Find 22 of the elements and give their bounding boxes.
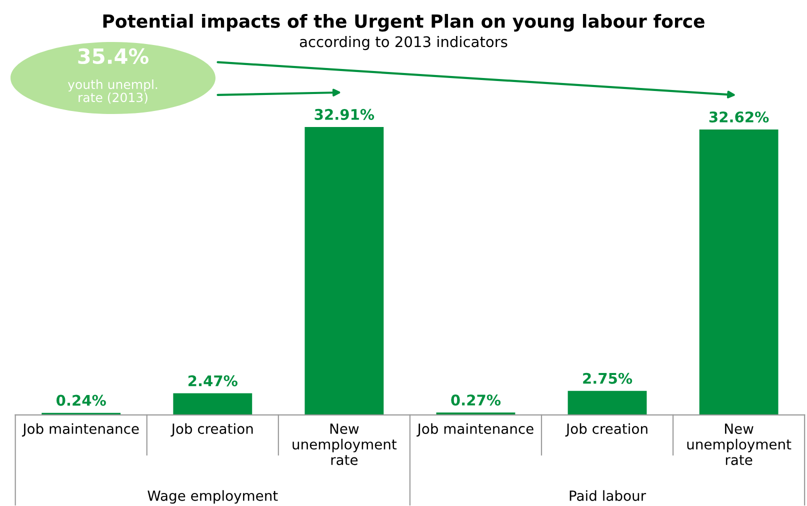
- text: youth unempl. rate (2013): [68, 79, 158, 104]
- x-tick-label: Job creation: [170, 423, 253, 437]
- text: 35.4%: [78, 48, 148, 64]
- bar: [699, 129, 778, 415]
- x-tick-label: New unemployment rate: [687, 424, 792, 466]
- data-label: 0.27%: [451, 394, 501, 406]
- text: Paid labour: [570, 490, 646, 501]
- x-tick-label: Job creation: [565, 423, 648, 437]
- text: Wage employment: [148, 490, 278, 504]
- chart-title: Potential impacts of the Urgent Plan on young labour force: [103, 14, 704, 32]
- data-label: 2.75%: [583, 372, 632, 384]
- data-label: 0.24%: [56, 394, 106, 406]
- chart-subtitle: according to 2013 indicators: [300, 36, 508, 50]
- bar: [304, 126, 384, 415]
- x-tick-label: New unemployment rate: [292, 424, 397, 466]
- x-tick-label: Job maintenance: [416, 423, 534, 437]
- bar: [173, 393, 252, 415]
- bar: [568, 390, 647, 415]
- data-label: 2.47%: [188, 375, 238, 386]
- data-label: 32.62%: [709, 111, 769, 122]
- x-tick-label: Job maintenance: [22, 423, 139, 437]
- data-label: 32.91%: [314, 108, 374, 120]
